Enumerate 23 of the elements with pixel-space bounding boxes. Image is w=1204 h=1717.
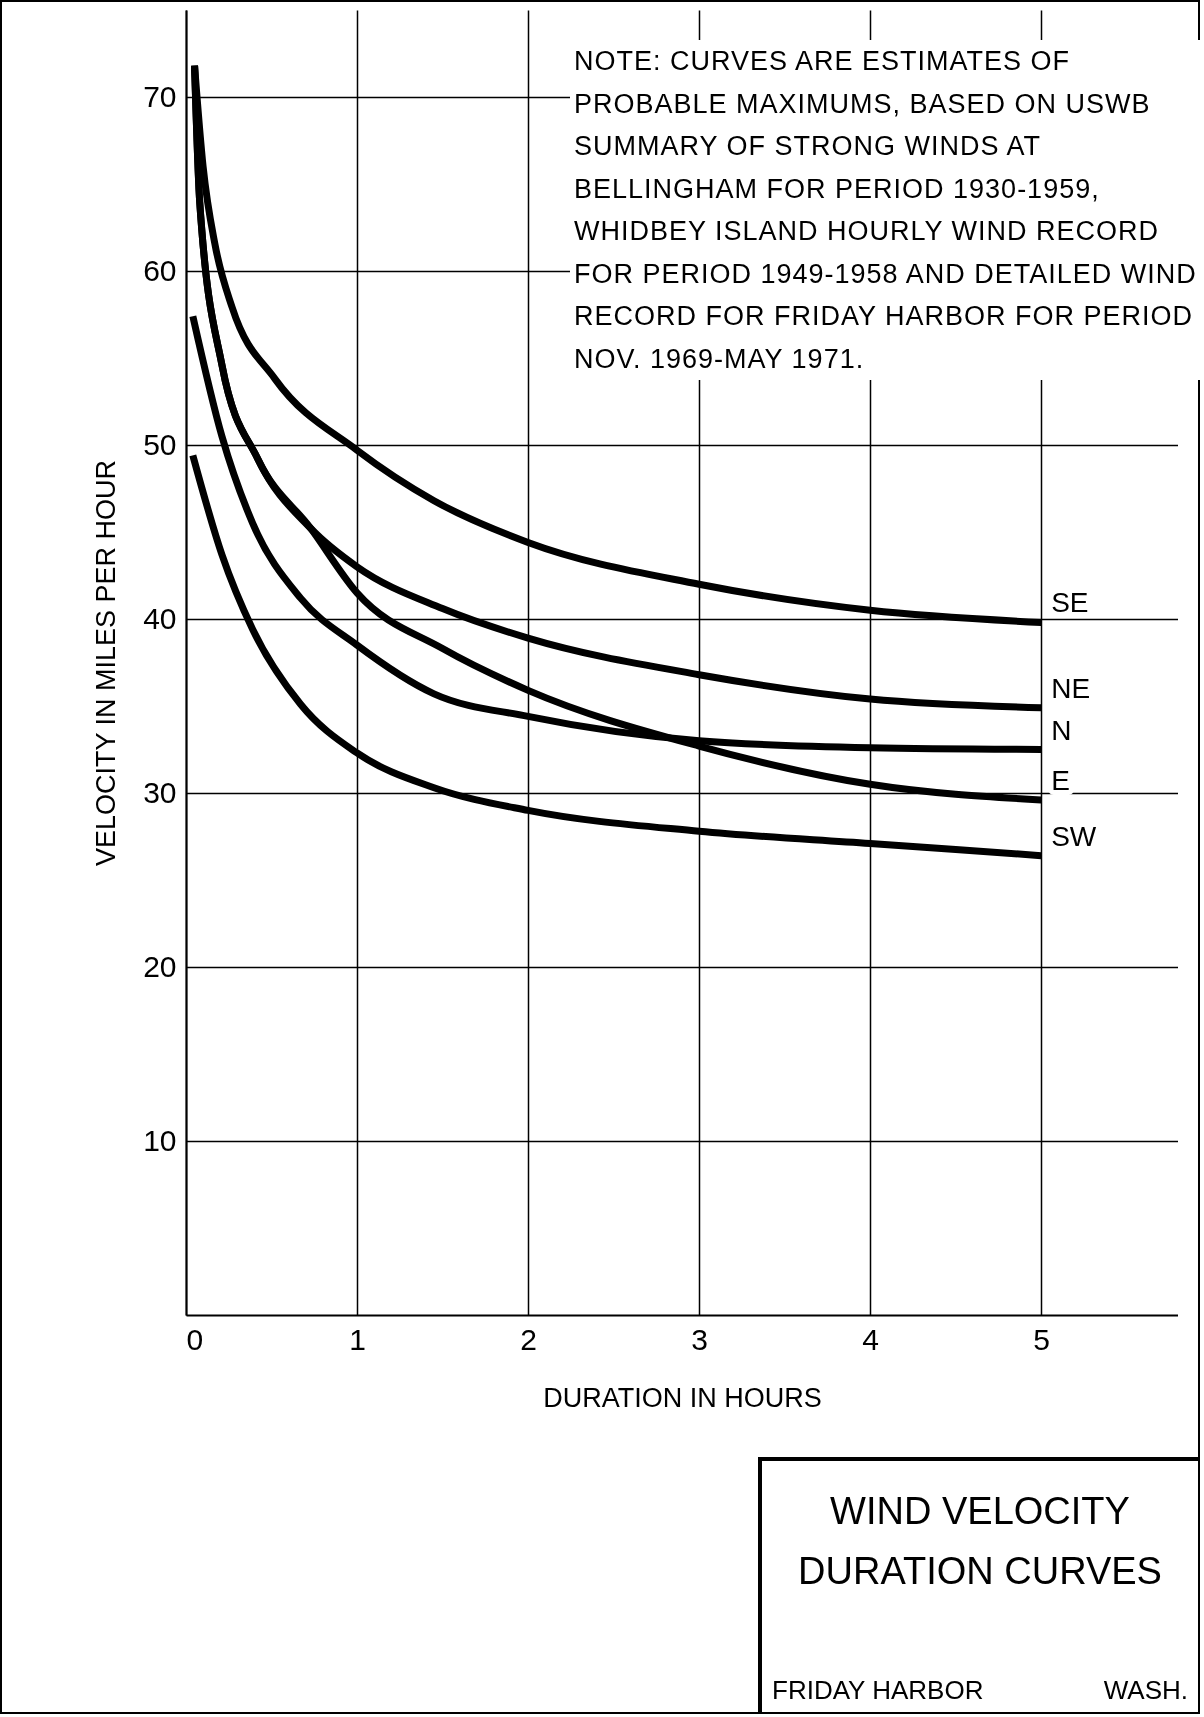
text: FRIDAY HARBOR WASH. <box>772 1675 1188 1705</box>
series-label: SE <box>1051 587 1089 619</box>
y-axis-title: VELOCITY IN MILES PER HOUR <box>91 459 122 867</box>
y-tick-label: 50 <box>143 427 177 461</box>
series-label: SW <box>1051 820 1097 852</box>
x-tick-label: 1 <box>349 1322 366 1356</box>
x-tick-label: 2 <box>520 1322 537 1356</box>
y-tick-label: 60 <box>143 253 177 287</box>
series-label: E <box>1051 764 1070 796</box>
y-tick-label: 30 <box>143 775 177 809</box>
y-tick-label: 40 <box>143 601 177 635</box>
x-tick-label: 0 <box>186 1322 204 1356</box>
x-tick-label: 3 <box>691 1322 708 1356</box>
series-label: N <box>1051 714 1072 746</box>
y-tick-label: 10 <box>143 1123 177 1157</box>
x-tick-label: 4 <box>862 1322 879 1356</box>
x-axis-title: DURATION IN HOURS <box>543 1382 822 1413</box>
y-tick-label: 20 <box>143 949 177 983</box>
annotation: NOTE: CURVES ARE ESTIMATES OF PROBABLE MAXIMUMS, BASED ON USWB SUMMARY OF STRONG WINDS AT BELLINGHAM FOR PERIOD 1930-1959, WHIDBEY ISLAND HOURLY WIND RECORD FOR PERIOD 1949-1958 AND DETAILED WIND RECORD FOR FRIDAY HARBOR FOR PERIOD NOV. 1969-MAY 1971. <box>570 40 1204 380</box>
text: WIND VELOCITY DURATION CURVES <box>797 1489 1163 1594</box>
series-label: NE <box>1051 672 1091 704</box>
x-tick-label: 5 <box>1033 1322 1051 1356</box>
y-tick-label: 70 <box>143 79 177 113</box>
